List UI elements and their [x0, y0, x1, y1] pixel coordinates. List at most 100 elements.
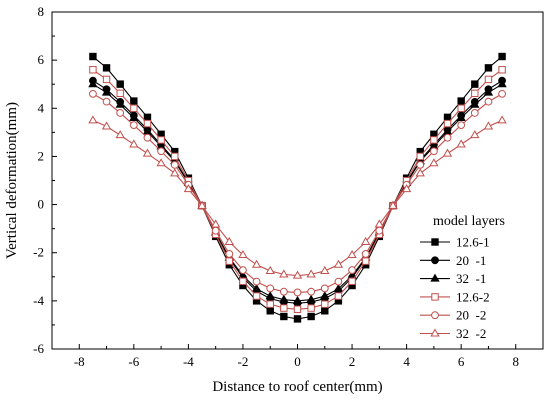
data-point	[415, 168, 425, 177]
data-point	[429, 158, 439, 167]
x-tick-label: -2	[238, 354, 249, 369]
data-point	[102, 64, 111, 72]
data-point	[361, 236, 371, 245]
data-point	[497, 115, 507, 124]
data-point	[457, 97, 465, 105]
data-point	[143, 119, 152, 128]
legend-item-4: 12.6-2	[420, 289, 490, 304]
data-point	[252, 277, 261, 286]
data-point	[442, 148, 453, 157]
data-point	[321, 307, 329, 315]
data-point	[348, 277, 356, 285]
data-point	[170, 168, 180, 177]
legend: model layers 12.6-1 20 -1 32 -1 12.6-2 20 -2…	[420, 214, 505, 341]
legend-marker	[431, 293, 439, 301]
data-point	[116, 109, 125, 117]
data-point	[89, 52, 97, 61]
data-point	[416, 160, 425, 169]
data-point	[484, 75, 493, 84]
data-point	[498, 89, 506, 98]
data-point	[102, 75, 111, 84]
legend-item-2: 20 -1	[420, 253, 486, 268]
data-point	[470, 130, 480, 139]
legend-marker	[430, 328, 440, 337]
data-point	[265, 265, 275, 274]
legend-title: model layers	[433, 214, 505, 229]
y-tick-label: 4	[38, 100, 45, 115]
data-point	[210, 219, 221, 228]
data-point	[498, 52, 506, 61]
data-point	[498, 66, 506, 74]
series-3	[88, 79, 507, 304]
data-point	[320, 265, 330, 274]
series-6	[88, 115, 507, 279]
data-point	[88, 79, 98, 88]
data-point	[239, 277, 247, 285]
data-point	[129, 112, 139, 121]
data-point	[88, 115, 98, 124]
data-point	[156, 158, 166, 167]
data-point	[484, 97, 493, 106]
data-point	[293, 315, 302, 323]
data-point	[292, 295, 303, 304]
data-point	[483, 121, 494, 130]
data-point	[430, 136, 438, 144]
series-5	[89, 89, 506, 297]
data-point	[457, 104, 465, 112]
data-point	[307, 304, 315, 312]
data-point	[266, 300, 274, 308]
data-point	[401, 184, 412, 193]
series-1	[89, 52, 506, 323]
legend-marker	[431, 311, 439, 320]
data-point	[225, 257, 234, 265]
data-point	[456, 112, 466, 121]
data-point	[266, 307, 274, 315]
data-point	[251, 259, 262, 268]
data-point	[89, 89, 97, 98]
data-point	[307, 287, 316, 296]
legend-label: 12.6-2	[456, 289, 490, 304]
data-point	[115, 130, 125, 139]
x-tick-label: 4	[403, 354, 410, 369]
data-point	[471, 89, 479, 98]
data-point	[239, 266, 247, 275]
data-point	[470, 109, 479, 117]
data-point	[306, 269, 316, 278]
data-point	[374, 219, 385, 228]
x-tick-label: 8	[512, 354, 519, 369]
ticks: -8 -6 -4 -2 0 2 4 6 8 -6 -4 -2 0 2 4 6 8	[33, 4, 544, 369]
data-point	[321, 300, 329, 308]
legend-marker	[430, 273, 440, 282]
data-point	[170, 160, 179, 169]
data-point	[280, 304, 288, 312]
data-point	[292, 270, 303, 279]
legend-label: 32 -1	[456, 271, 486, 286]
data-point	[416, 152, 424, 161]
data-point	[279, 294, 289, 303]
data-point	[238, 249, 248, 259]
series-line	[92, 83, 503, 302]
data-point	[101, 87, 112, 96]
data-point	[388, 200, 398, 209]
data-point	[443, 119, 452, 128]
legend-item-1: 12.6-1	[420, 235, 490, 250]
data-point	[251, 283, 262, 292]
data-point	[279, 269, 289, 278]
data-point	[443, 133, 452, 142]
data-point	[293, 288, 302, 297]
data-point	[347, 249, 357, 259]
data-point	[171, 152, 179, 161]
data-point	[333, 259, 344, 268]
data-point	[266, 284, 275, 293]
data-point	[361, 250, 370, 258]
y-axis-title: Vertical deformation(mm)	[4, 102, 20, 259]
data-point	[279, 287, 288, 296]
data-point	[157, 147, 166, 156]
data-point	[320, 284, 329, 293]
data-point	[307, 312, 315, 321]
x-axis-title: Distance to roof center(mm)	[212, 379, 382, 395]
y-tick-label: 8	[38, 4, 45, 19]
data-point	[470, 99, 480, 108]
series-line	[92, 56, 503, 320]
